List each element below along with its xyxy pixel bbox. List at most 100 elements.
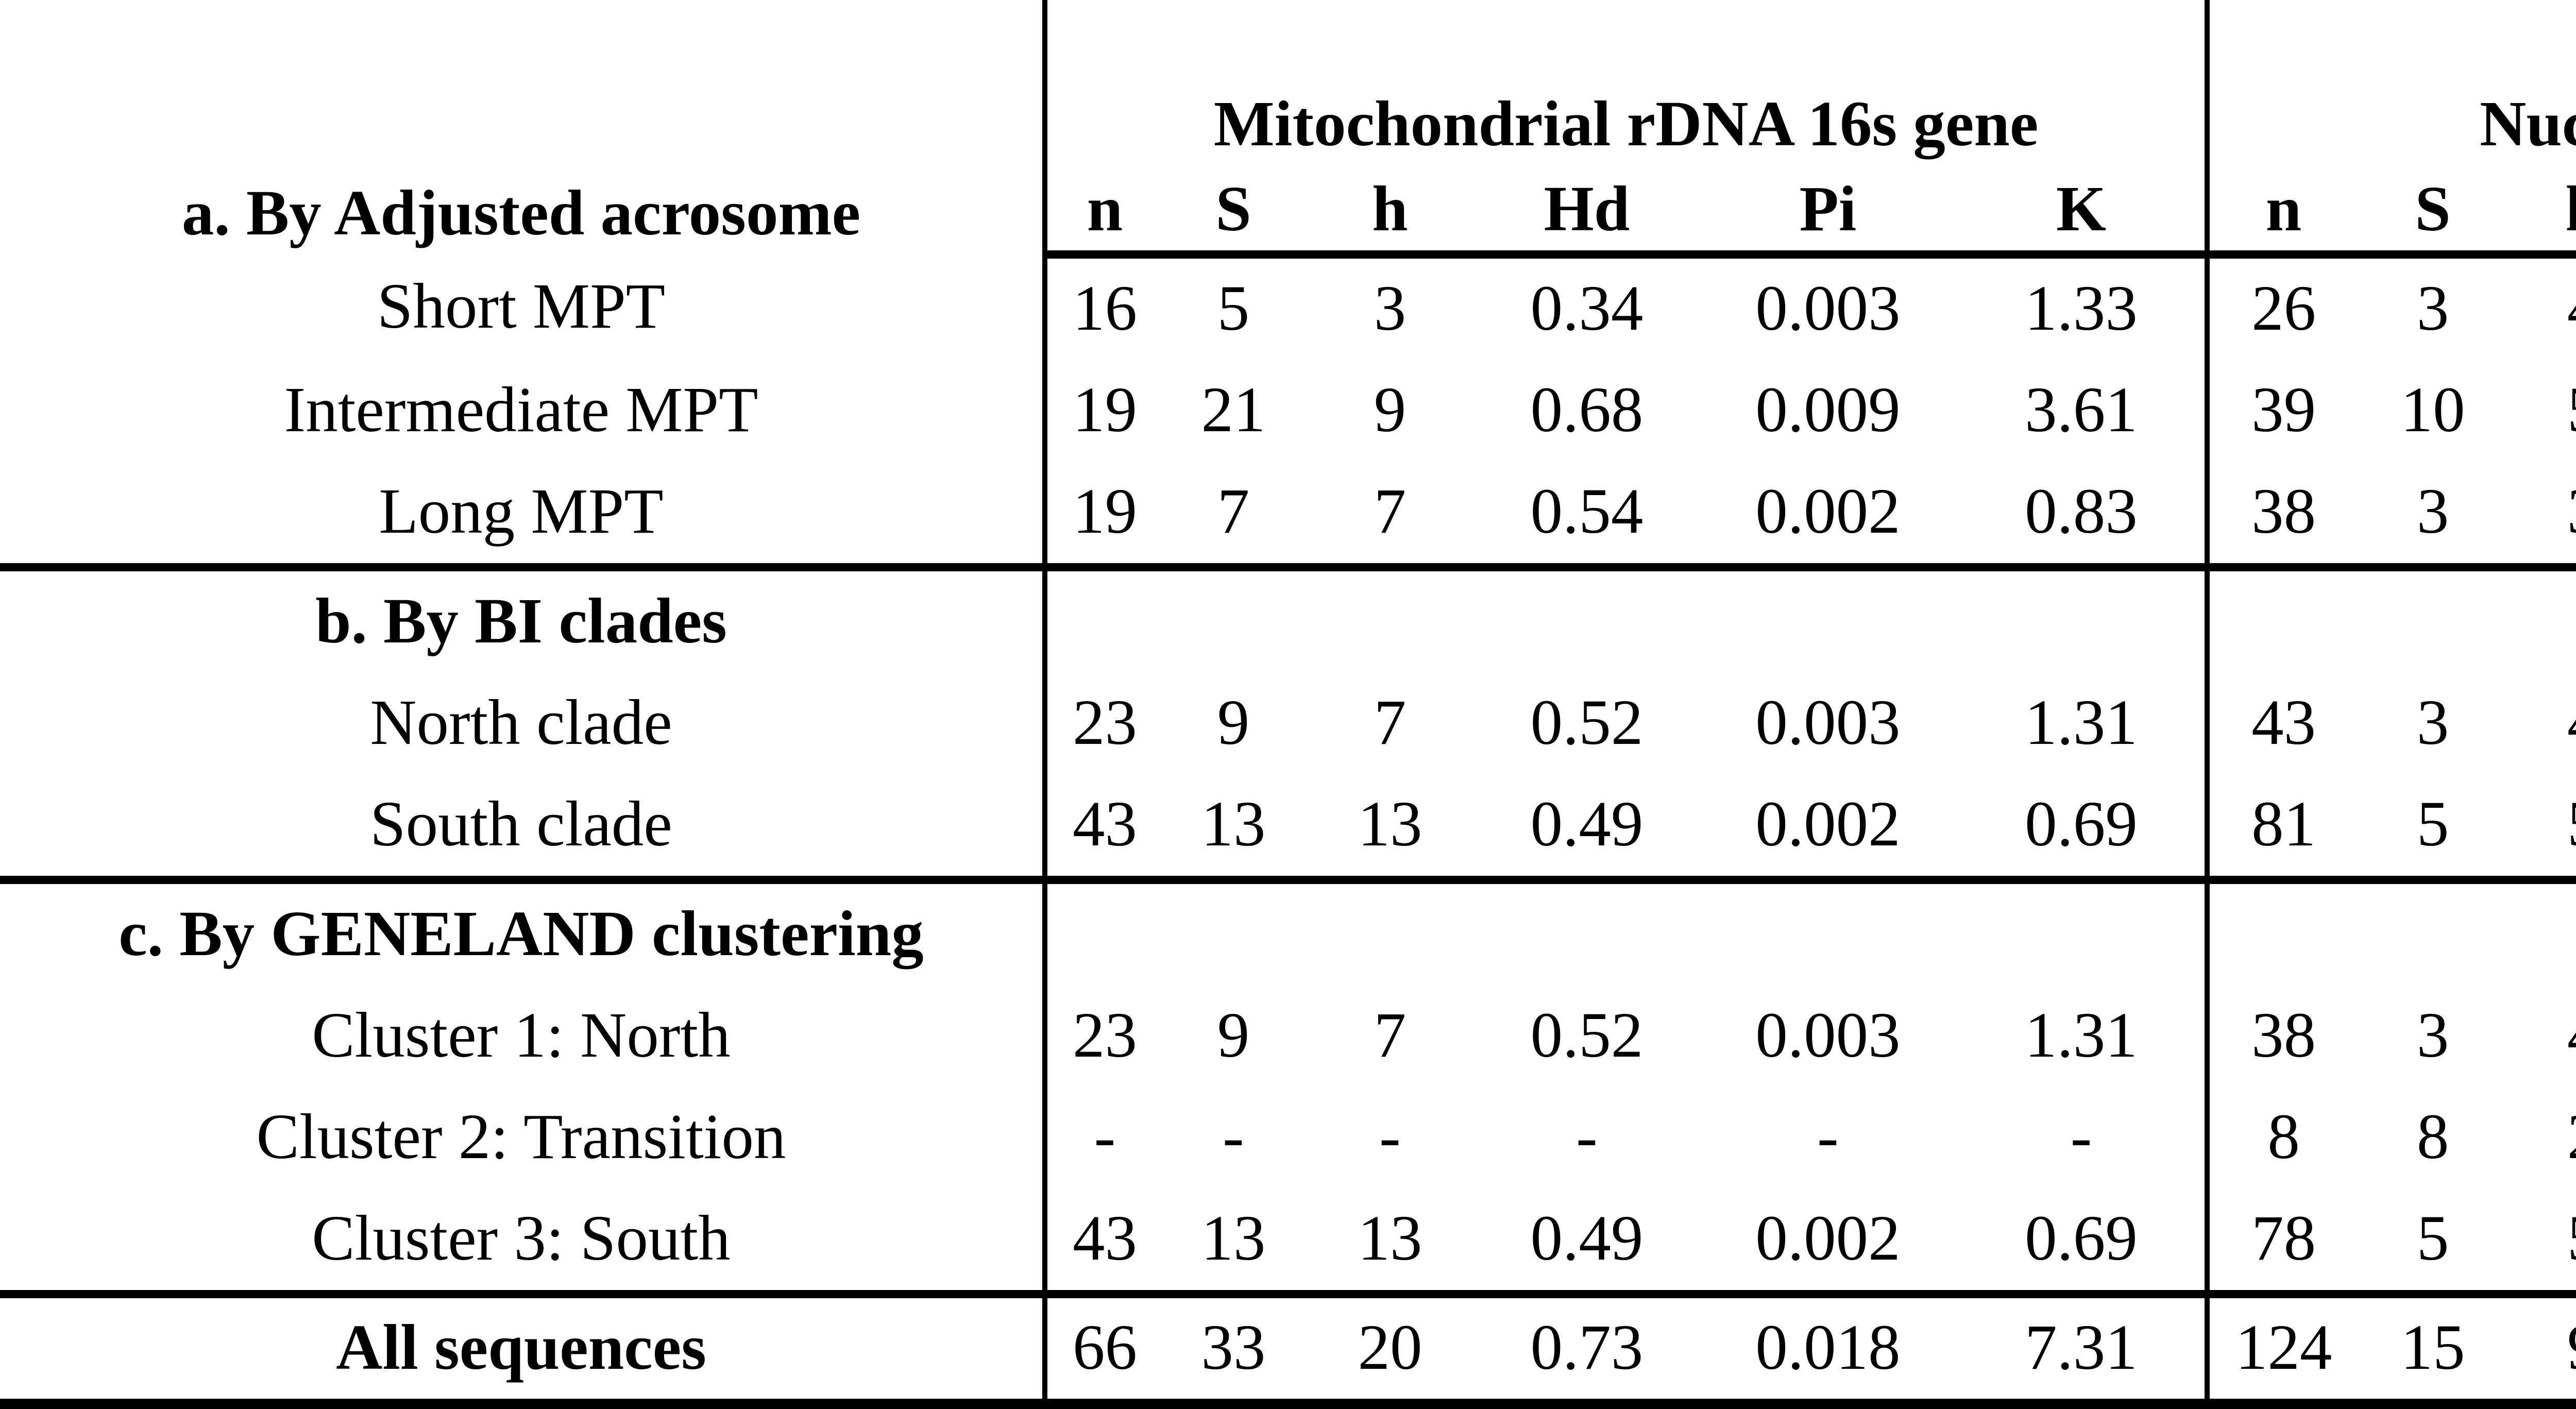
table-row: South clade 43 13 13 0.49 0.002 0.69 81 …: [0, 774, 2576, 884]
empty-cell: [2358, 567, 2508, 673]
empty-cell: [1042, 879, 1162, 986]
table-cell: 7: [1374, 1000, 1406, 1072]
row-label: All sequences: [0, 1294, 1045, 1409]
col-header-n: n: [1042, 174, 1162, 259]
col-header-hd: Hd: [1476, 174, 1698, 259]
table-cell: 20: [1304, 1294, 1476, 1409]
col-header-h: h: [2508, 174, 2576, 259]
empty-cell: [2508, 567, 2576, 673]
table-cell: 3: [2416, 687, 2449, 759]
group-title-nuclear: Nuclear rRNA 28s gene: [2205, 0, 2576, 174]
row-label: Cluster 3: South: [0, 1188, 1045, 1298]
table-cell: 13: [1162, 774, 1304, 884]
table-cell: 43: [1042, 1188, 1162, 1298]
table-cell: 38: [2205, 985, 2358, 1087]
table-cell: 3: [2358, 461, 2509, 571]
table-cell: 4: [2508, 986, 2576, 1087]
table-cell: 9: [2508, 1294, 2576, 1409]
table-cell: 5: [2508, 360, 2576, 462]
table-cell: 1.31: [2025, 1000, 2138, 1072]
table-cell: 13: [1162, 1188, 1304, 1298]
table-cell: 8: [2205, 1087, 2358, 1189]
table-cell: 7: [1304, 461, 1476, 571]
row-label: Intermediate MPT: [284, 375, 758, 446]
section-a-header: a. By Adjusted acrosome: [181, 178, 861, 249]
table-cell: 5: [2508, 1188, 2576, 1298]
empty-cell: [1162, 567, 1304, 673]
table-cell: 39: [2205, 360, 2358, 462]
table-cell: 81: [2205, 774, 2358, 884]
empty-cell: [1162, 880, 1304, 986]
empty-cell: [1958, 880, 2207, 986]
table-cell: 5: [2508, 774, 2576, 884]
row-label: North clade: [370, 687, 672, 759]
table-cell: 4: [2508, 673, 2576, 774]
table-cell: -: [2070, 1101, 2092, 1173]
table-cell: 0.002: [1698, 1188, 1958, 1298]
section-c-header: c. By GENELAND clustering: [118, 898, 924, 970]
section-b-header: b. By BI clades: [315, 586, 727, 657]
table-cell: 4: [2508, 254, 2576, 360]
empty-cell: [2205, 879, 2358, 986]
row-label: Cluster 1: North: [312, 1000, 731, 1072]
empty-cell: [1698, 567, 1958, 673]
table-cell: 0.018: [1698, 1294, 1958, 1409]
all-sequences-row: All sequences 66 33 20 0.73 0.018 7.31 1…: [0, 1294, 2576, 1409]
table-cell: 21: [1201, 375, 1266, 446]
empty-cell: [1476, 880, 1698, 986]
row-label: South clade: [0, 774, 1045, 884]
table-cell: 0.009: [1755, 375, 1901, 446]
col-header-pi: Pi: [1698, 174, 1958, 259]
table-cell: 5: [2358, 1188, 2509, 1298]
table-cell: 13: [1304, 774, 1476, 884]
table-cell: 10: [2400, 375, 2465, 446]
table-cell: -: [1042, 1087, 1162, 1189]
row-label: Cluster 2: Transition: [256, 1101, 786, 1173]
table-cell: 0.68: [1530, 375, 1643, 446]
empty-cell: [1304, 880, 1476, 986]
table-cell: 38: [2205, 461, 2358, 571]
table-cell: 3: [1374, 273, 1406, 345]
table-cell: 0.003: [1755, 273, 1901, 345]
table-cell: 0.83: [1958, 461, 2208, 571]
table-cell: 124: [2205, 1294, 2358, 1409]
col-header-s: S: [1162, 174, 1304, 259]
table-cell: 19: [1042, 360, 1162, 462]
col-header-n: n: [2205, 174, 2358, 259]
table-cell: 0.003: [1755, 1000, 1901, 1072]
table-cell: 26: [2205, 254, 2358, 360]
table-cell: 7: [1374, 687, 1406, 759]
table-cell: 9: [1217, 687, 1250, 759]
group-title-row: Mitochondrial rDNA 16s gene Nuclear rRNA…: [0, 0, 2576, 174]
table-cell: 3: [2416, 1000, 2449, 1072]
table-cell: 78: [2205, 1188, 2358, 1298]
row-label: Short MPT: [377, 271, 666, 343]
table-cell: 0.69: [1958, 1188, 2208, 1298]
table-cell: -: [1223, 1101, 1244, 1173]
table-cell: 0.54: [1476, 461, 1698, 571]
table-row: Cluster 2: Transition - - - - - - 8 8 2 …: [0, 1087, 2576, 1189]
table-cell: 3.61: [2025, 375, 2138, 446]
table-row: Intermediate MPT 19 21 9 0.68 0.009 3.61…: [0, 360, 2576, 462]
table-cell: 1.33: [2025, 273, 2138, 345]
table-cell: 5: [2358, 774, 2509, 884]
col-header-k: K: [1958, 174, 2208, 259]
table-cell: 3: [2508, 461, 2576, 571]
table-cell: 43: [2205, 672, 2358, 774]
group-title-mitochondrial: Mitochondrial rDNA 16s gene: [1042, 0, 2208, 174]
table-row: Cluster 3: South 43 13 13 0.49 0.002 0.6…: [0, 1188, 2576, 1298]
table-cell: 0.73: [1476, 1294, 1698, 1409]
table-cell: -: [1817, 1101, 1839, 1173]
table-cell: 0.52: [1530, 1000, 1643, 1072]
table-cell: 7: [1162, 461, 1304, 571]
table-cell: 43: [1042, 774, 1162, 884]
row-label: Long MPT: [0, 461, 1045, 571]
table-row: Long MPT 19 7 7 0.54 0.002 0.83 38 3 3 0…: [0, 461, 2576, 571]
table-cell: 1.31: [2025, 687, 2138, 759]
section-b-header-row: b. By BI clades: [0, 567, 2576, 673]
table-cell: 23: [1042, 672, 1162, 774]
table-cell: -: [1379, 1101, 1401, 1173]
table-row: Cluster 1: North 23 9 7 0.52 0.003 1.31 …: [0, 985, 2576, 1087]
table-cell: 0.49: [1476, 774, 1698, 884]
table-cell: 3: [2416, 273, 2449, 345]
